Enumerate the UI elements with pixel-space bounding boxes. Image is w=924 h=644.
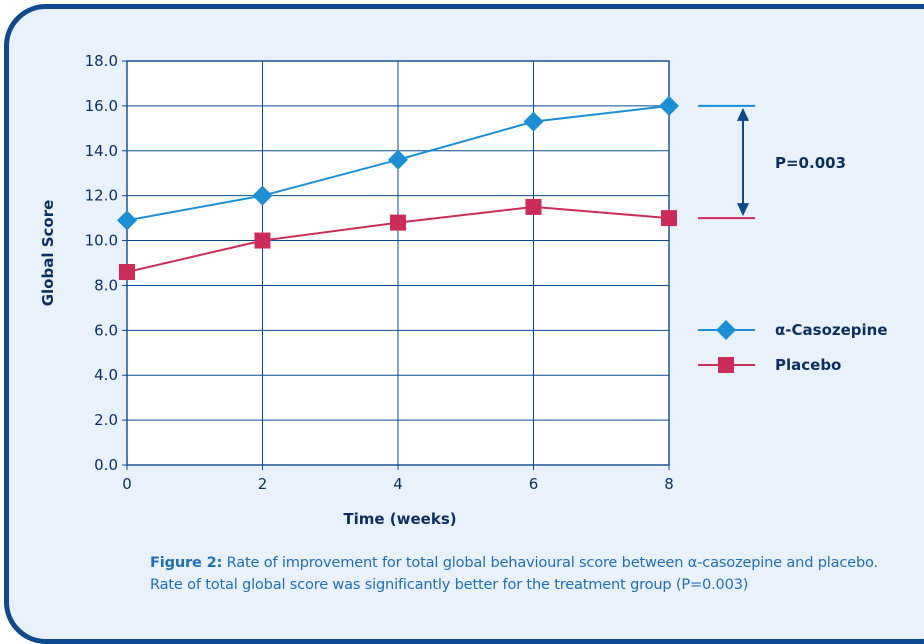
legend-marker-casozepine — [716, 320, 736, 340]
y-tick-label: 2.0 — [94, 411, 118, 429]
data-point-casozepine — [388, 149, 408, 170]
y-tick-label: 18.0 — [85, 52, 118, 70]
data-point-placebo — [119, 263, 135, 280]
y-tick-label: 8.0 — [94, 276, 118, 294]
data-point-placebo — [390, 214, 406, 231]
y-axis-label: Global Score — [39, 200, 57, 307]
y-tick-label: 0.0 — [94, 456, 118, 474]
figure-caption: Figure 2: Rate of improvement for total … — [150, 552, 910, 596]
data-point-placebo — [525, 198, 542, 215]
data-point-casozepine — [117, 210, 137, 231]
x-tick-label: 2 — [258, 475, 268, 493]
y-tick-label: 14.0 — [85, 142, 118, 160]
plot-frame — [126, 60, 670, 466]
y-tick-label: 4.0 — [94, 366, 118, 384]
data-point-casozepine — [523, 111, 544, 132]
x-tick-label: 6 — [529, 475, 539, 493]
x-axis-label: Time (weeks) — [343, 510, 456, 528]
y-tick-label: 10.0 — [85, 232, 118, 250]
caption-label: Figure 2: — [150, 554, 223, 571]
annotation-p-value: P=0.003 — [775, 154, 846, 172]
y-tick-label: 12.0 — [85, 187, 118, 205]
legend-label-casozepine: α-Casozepine — [775, 321, 888, 339]
y-tick-label: 16.0 — [85, 97, 118, 115]
annotation-arrowhead-down — [737, 203, 749, 217]
data-point-casozepine — [659, 95, 679, 116]
x-tick-label: 4 — [393, 475, 403, 493]
annotation-arrowhead-up — [737, 107, 749, 121]
data-point-placebo — [254, 232, 271, 249]
y-tick-label: 6.0 — [94, 321, 118, 339]
data-point-casozepine — [252, 185, 273, 206]
legend-label-placebo: Placebo — [775, 356, 841, 374]
legend-marker-placebo — [718, 357, 734, 373]
x-tick-label: 0 — [122, 475, 132, 493]
data-point-placebo — [661, 210, 677, 227]
line-chart: 0.0 2.0 4.0 6.0 8.0 10.0 12.0 14.0 16.0 18.0 0 2 4 6 8… — [39, 52, 888, 528]
caption-text: Rate of improvement for total global beh… — [150, 554, 878, 593]
x-tick-label: 8 — [664, 475, 674, 493]
